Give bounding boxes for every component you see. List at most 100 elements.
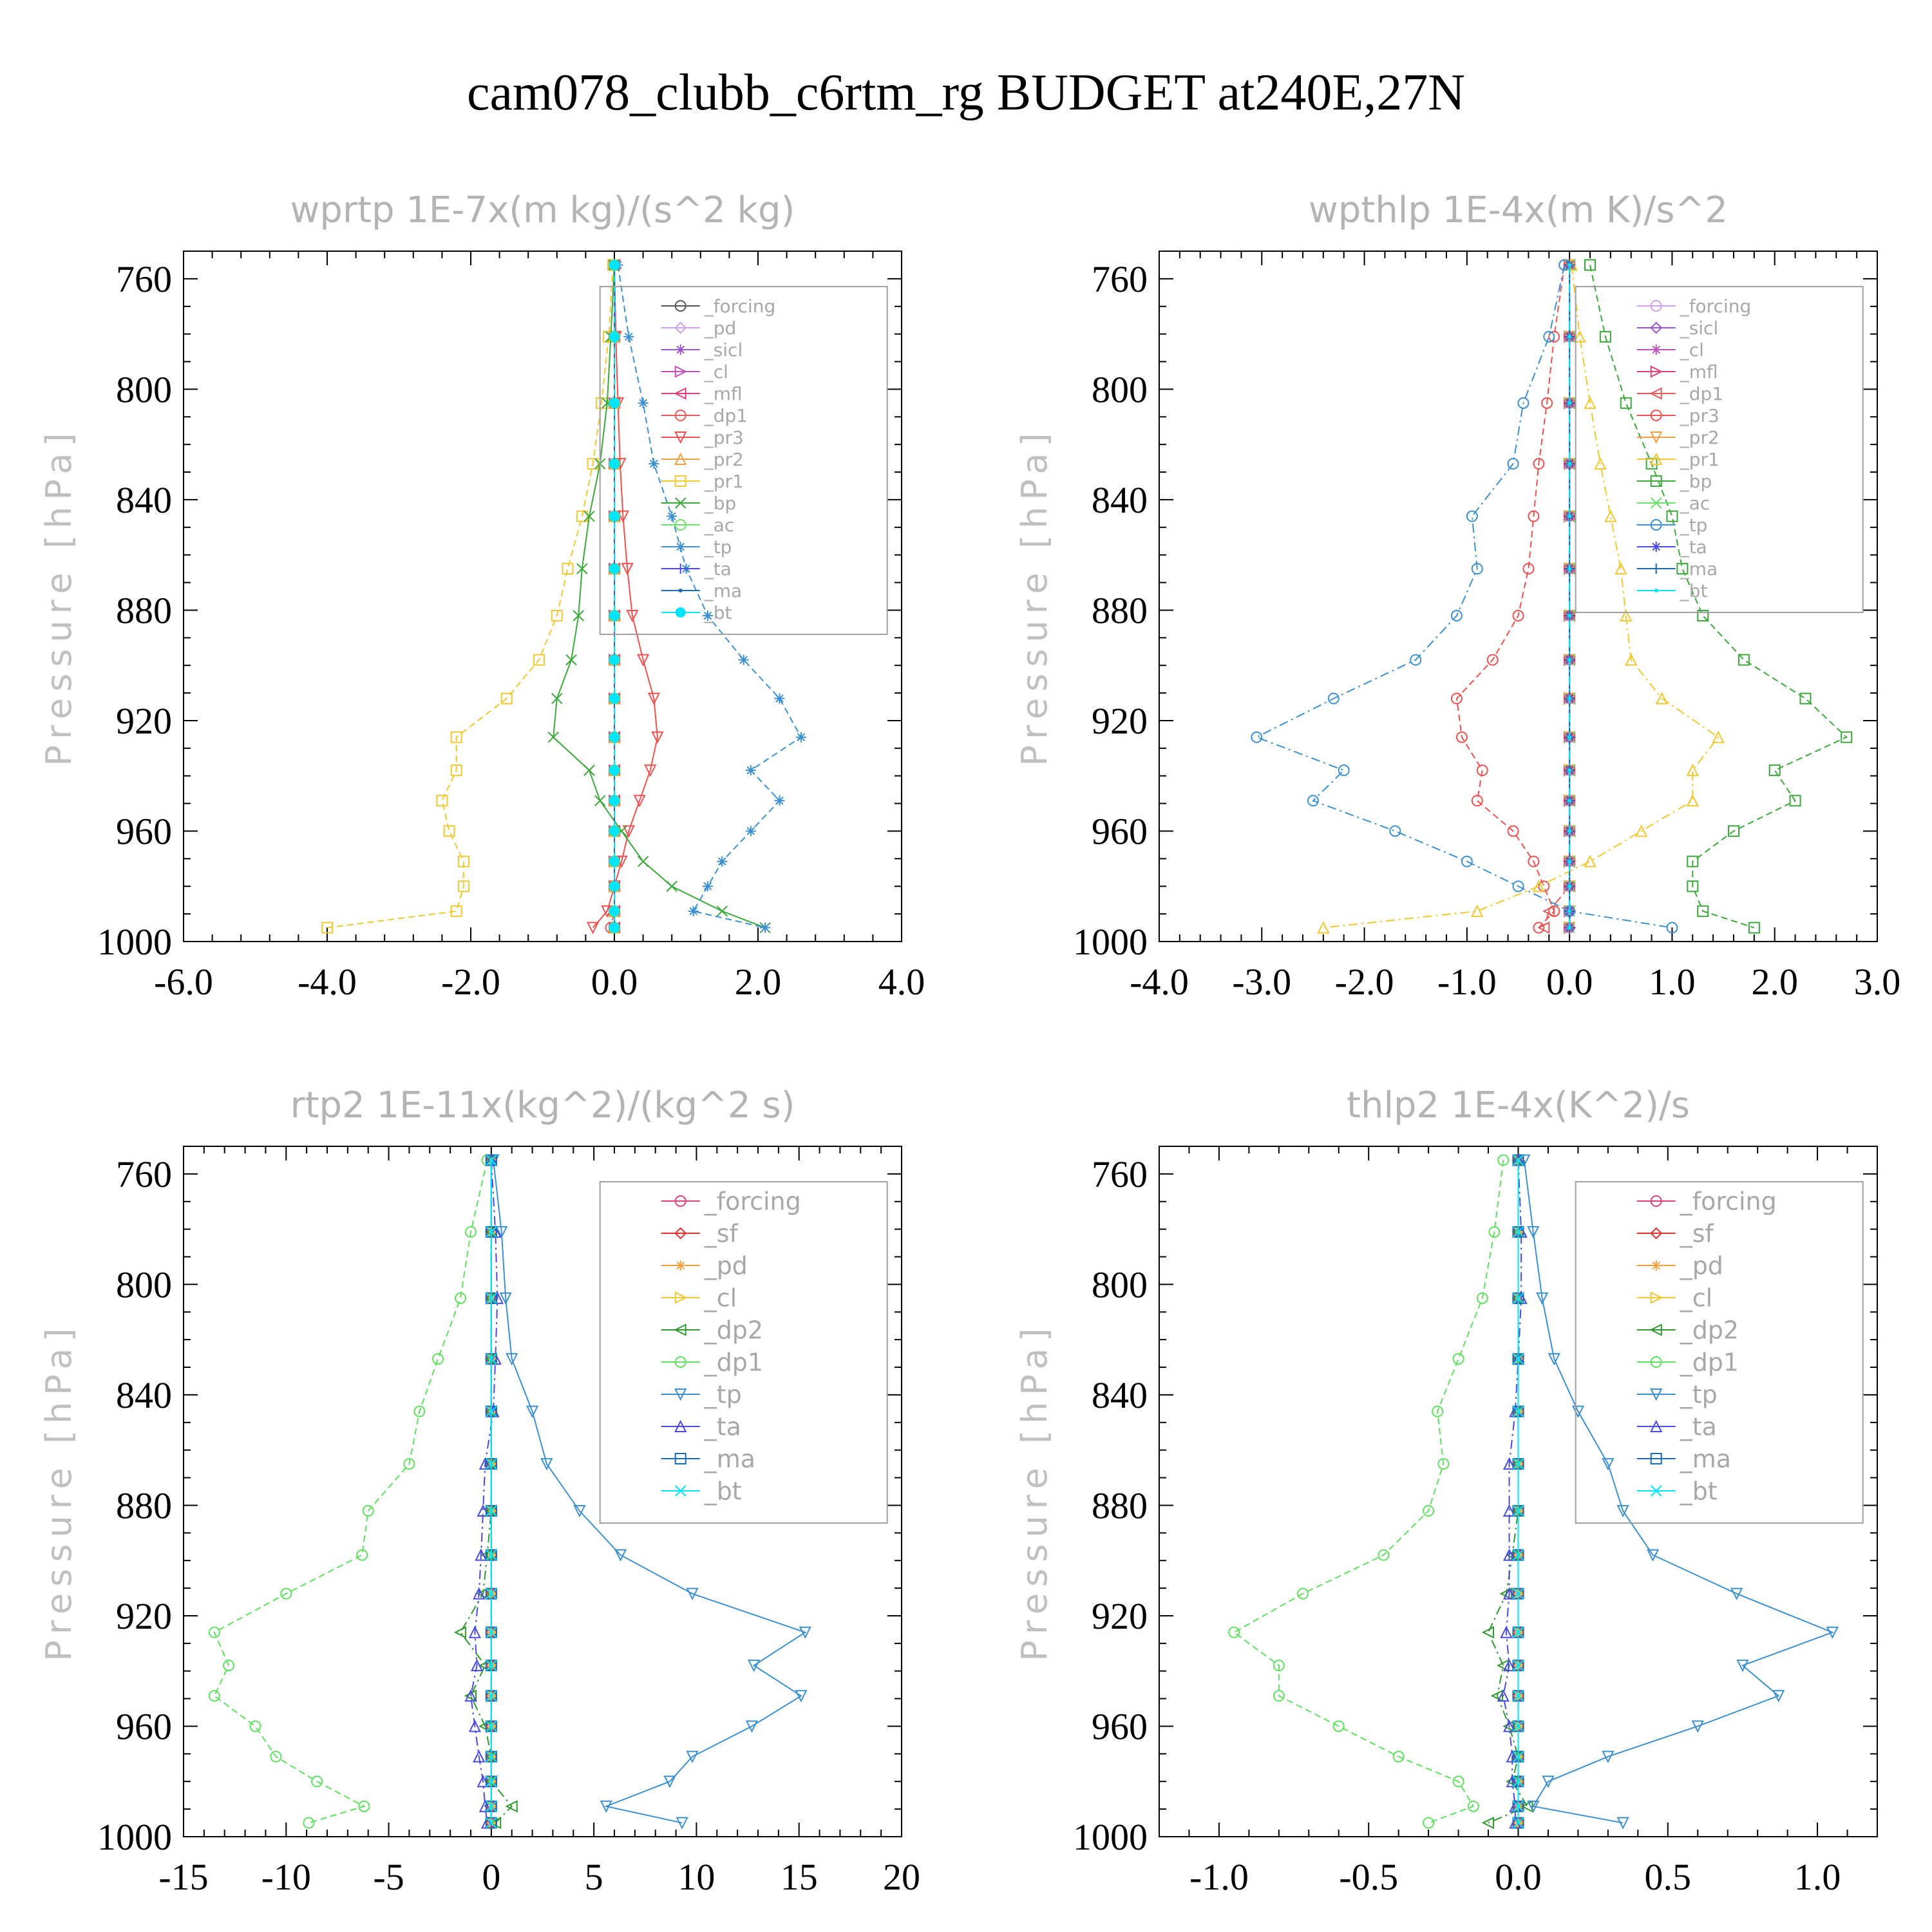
data-point xyxy=(745,765,756,776)
data-point xyxy=(413,1405,426,1417)
data-point xyxy=(799,1626,811,1639)
data-point xyxy=(609,765,620,776)
data-point xyxy=(1273,1690,1285,1702)
data-point xyxy=(716,905,728,917)
data-point xyxy=(486,1293,497,1304)
data-point xyxy=(1584,259,1596,271)
legend-marker xyxy=(1650,1195,1662,1207)
data-point xyxy=(1687,880,1699,893)
legend-label: _sicl xyxy=(704,339,743,361)
data-point xyxy=(443,825,455,837)
data-point xyxy=(486,1505,497,1517)
legend-label: _forcing xyxy=(1680,296,1752,317)
data-point xyxy=(1841,731,1853,743)
data-point xyxy=(450,731,462,743)
series-line xyxy=(1502,1160,1522,1823)
legend-label: _forcing xyxy=(1680,1187,1777,1215)
series-pr3 xyxy=(1450,259,1571,934)
y-tick-label: 800 xyxy=(1092,1264,1148,1305)
legend-marker xyxy=(1650,410,1662,421)
data-point xyxy=(1502,1457,1516,1470)
panel-2: wpthlp 1E-4x(m K)/s^2 Pressure [hPa] 760 80… xyxy=(1014,189,1900,1003)
x-tick-label: -10 xyxy=(261,1856,311,1898)
legend-label: _ma xyxy=(1680,558,1718,580)
y-tick-label: 760 xyxy=(116,1153,172,1195)
panel-title: wprtp 1E-7x(m kg)/(s^2 kg) xyxy=(290,189,795,231)
legend-label: _mfl xyxy=(704,383,743,404)
legend-label: _dp1 xyxy=(704,405,748,426)
data-point xyxy=(586,922,600,934)
data-point xyxy=(622,825,635,838)
y-axis-label: Pressure [hPa] xyxy=(1014,1321,1055,1661)
data-point xyxy=(1567,909,1572,913)
data-point xyxy=(478,1659,491,1672)
data-point xyxy=(745,826,756,837)
y-tick-label: 840 xyxy=(1092,1374,1148,1416)
series-line xyxy=(469,1160,498,1823)
data-point xyxy=(1542,1776,1555,1788)
data-point xyxy=(1635,824,1648,837)
data-point xyxy=(576,510,588,522)
data-point xyxy=(1512,1626,1524,1638)
series-dp1 xyxy=(208,1154,493,1829)
data-point xyxy=(480,1549,493,1562)
legend-marker xyxy=(1650,1291,1663,1304)
y-tick-label: 1000 xyxy=(1073,1816,1148,1858)
data-point xyxy=(1502,1548,1516,1561)
data-point xyxy=(565,654,577,666)
data-point xyxy=(573,1505,586,1518)
data-point xyxy=(1548,905,1560,917)
series-line xyxy=(327,265,614,929)
data-point xyxy=(223,1660,235,1672)
data-point xyxy=(1228,1626,1240,1638)
data-point xyxy=(464,1689,477,1702)
y-tick-label: 920 xyxy=(1092,1595,1148,1637)
x-tick-label: 15 xyxy=(781,1856,818,1898)
legend-marker xyxy=(1649,387,1662,400)
legend-label: _forcing xyxy=(704,1187,801,1215)
legend-marker xyxy=(674,1227,687,1240)
data-point xyxy=(486,1750,497,1763)
data-point xyxy=(1502,1658,1516,1672)
data-point xyxy=(208,1626,220,1638)
data-point xyxy=(468,1719,481,1732)
data-point xyxy=(1471,795,1483,807)
data-point xyxy=(1538,880,1550,893)
series-bt xyxy=(1567,263,1572,930)
data-point xyxy=(1686,763,1699,777)
data-point xyxy=(702,881,713,892)
legend-label: _pr2 xyxy=(1680,427,1719,448)
data-point xyxy=(1567,614,1572,618)
y-tick-label: 760 xyxy=(1092,1153,1148,1195)
data-point xyxy=(495,1226,508,1239)
legend-marker xyxy=(1651,345,1662,355)
legend-marker xyxy=(1649,1323,1662,1336)
x-tick-label: 0.5 xyxy=(1645,1856,1692,1898)
data-point xyxy=(651,731,664,744)
legend-marker xyxy=(1650,321,1663,334)
data-point xyxy=(358,1800,370,1812)
data-point xyxy=(609,564,620,574)
legend-marker xyxy=(674,365,687,378)
legend-label: _ma xyxy=(1680,1444,1731,1473)
x-tick-label: 1.0 xyxy=(1794,1856,1841,1898)
data-point xyxy=(638,397,649,408)
data-point xyxy=(1512,1660,1524,1671)
legend-marker xyxy=(1650,365,1663,378)
data-point xyxy=(1616,1505,1629,1518)
data-point xyxy=(1273,1660,1285,1672)
data-point xyxy=(1512,1817,1524,1829)
data-point xyxy=(609,905,620,916)
data-point xyxy=(473,1750,486,1763)
legend: _forcing _sf _pd _cl _dp2 _dp1 _tp _ta _ma _bt xyxy=(1575,1181,1864,1524)
data-point xyxy=(614,1549,627,1562)
data-point xyxy=(774,693,785,704)
data-point xyxy=(1471,563,1483,575)
legend-label: _sf xyxy=(704,1219,739,1247)
legend-label: _bp xyxy=(1680,471,1712,492)
data-point xyxy=(551,610,563,622)
data-point xyxy=(1541,397,1553,409)
y-tick-label: 1000 xyxy=(97,921,172,963)
data-point xyxy=(478,1719,491,1733)
data-point xyxy=(1532,880,1545,893)
